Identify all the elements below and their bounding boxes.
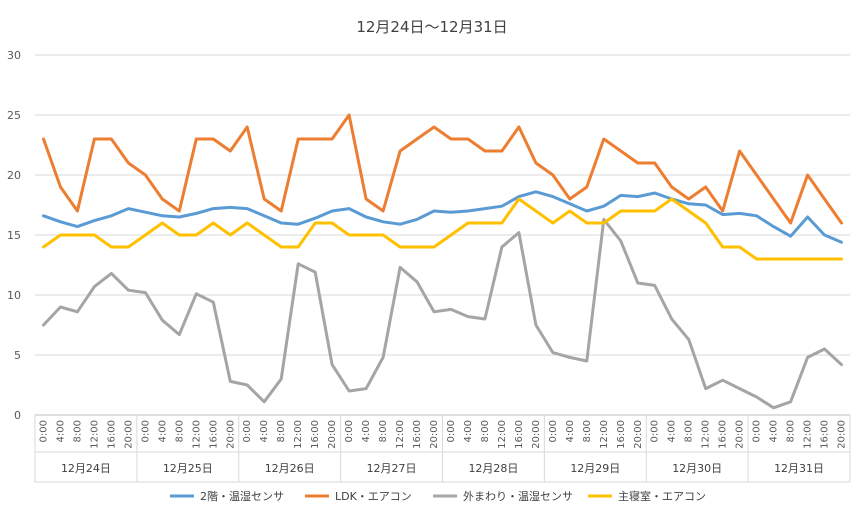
legend-label: LDK・エアコン xyxy=(335,490,412,503)
day-label: 12月28日 xyxy=(468,462,518,475)
x-tick-label: 0:00 xyxy=(38,420,49,442)
series-lines xyxy=(42,113,843,410)
x-tick-label: 12:00 xyxy=(89,420,100,449)
day-label: 12月31日 xyxy=(774,462,824,475)
x-tick-label: 16:00 xyxy=(310,420,321,449)
x-tick-label: 16:00 xyxy=(718,420,729,449)
x-tick-label: 4:00 xyxy=(259,420,270,442)
chart-title: 12月24日～12月31日 xyxy=(356,18,507,36)
x-tick-label: 4:00 xyxy=(463,420,474,442)
x-tick-label: 4:00 xyxy=(565,420,576,442)
legend-label: 主寝室・エアコン xyxy=(618,489,706,503)
series-line xyxy=(42,197,843,261)
day-label: 12月24日 xyxy=(61,462,111,475)
y-tick-label: 0 xyxy=(14,409,21,422)
x-tick-label: 8:00 xyxy=(684,420,695,442)
x-tick-label: 0:00 xyxy=(242,420,253,442)
y-tick-label: 15 xyxy=(7,229,21,242)
x-tick-label: 16:00 xyxy=(106,420,117,449)
x-tick-label: 12:00 xyxy=(395,420,406,449)
x-tick-label: 20:00 xyxy=(633,420,644,449)
y-tick-label: 10 xyxy=(7,289,21,302)
x-tick-label: 8:00 xyxy=(276,420,287,442)
x-tick-label: 16:00 xyxy=(616,420,627,449)
x-tick-label: 4:00 xyxy=(667,420,678,442)
x-tick-label: 8:00 xyxy=(174,420,185,442)
series-line xyxy=(42,190,843,244)
x-tick-label: 0:00 xyxy=(650,420,661,442)
x-tick-label: 8:00 xyxy=(480,420,491,442)
y-tick-label: 25 xyxy=(7,109,21,122)
legend-label: 外まわり・温湿センサ xyxy=(463,490,573,503)
x-tick-label: 4:00 xyxy=(769,420,780,442)
x-tick-label: 0:00 xyxy=(548,420,559,442)
x-tick-label: 0:00 xyxy=(140,420,151,442)
x-tick-label: 0:00 xyxy=(752,420,763,442)
x-tick-label: 4:00 xyxy=(361,420,372,442)
x-tick-label: 20:00 xyxy=(123,420,134,449)
x-tick-label: 20:00 xyxy=(327,420,338,449)
legend-label: 2階・温湿センサ xyxy=(200,489,284,503)
x-axis: 0:00 4:00 8:00 12:00 16:00 20:00 0:00 4:00 8:00 1… xyxy=(34,415,851,483)
x-tick-label: 0:00 xyxy=(446,420,457,442)
y-axis: 0 5 10 15 20 25 30 xyxy=(7,49,21,422)
x-tick-label: 4:00 xyxy=(55,420,66,442)
x-tick-label: 16:00 xyxy=(820,420,831,449)
day-label: 12月29日 xyxy=(570,462,620,475)
y-tick-label: 30 xyxy=(7,49,21,62)
x-tick-label: 0:00 xyxy=(344,420,355,442)
day-label: 12月27日 xyxy=(367,462,417,475)
x-tick-label: 12:00 xyxy=(191,420,202,449)
x-tick-label: 8:00 xyxy=(72,420,83,442)
x-tick-label: 20:00 xyxy=(531,420,542,449)
grid-lines xyxy=(35,54,850,416)
x-tick-label: 20:00 xyxy=(225,420,236,449)
day-label: 12月26日 xyxy=(265,462,315,475)
x-tick-label: 20:00 xyxy=(837,420,848,449)
x-tick-label: 8:00 xyxy=(786,420,797,442)
y-tick-label: 20 xyxy=(7,169,21,182)
x-tick-label: 16:00 xyxy=(514,420,525,449)
day-label: 12月25日 xyxy=(163,462,213,475)
x-tick-label: 20:00 xyxy=(429,420,440,449)
x-tick-label: 12:00 xyxy=(599,420,610,449)
x-tick-label: 12:00 xyxy=(293,420,304,449)
x-tick-label: 20:00 xyxy=(735,420,746,449)
series-line xyxy=(42,217,843,410)
legend: 2階・温湿センサ LDK・エアコン 外まわり・温湿センサ 主寝室・エアコン xyxy=(170,489,706,503)
x-tick-label: 12:00 xyxy=(803,420,814,449)
x-tick-label: 4:00 xyxy=(157,420,168,442)
x-tick-label: 16:00 xyxy=(208,420,219,449)
y-tick-label: 5 xyxy=(14,349,21,362)
day-label: 12月30日 xyxy=(672,462,722,475)
x-tick-label: 8:00 xyxy=(582,420,593,442)
x-tick-label: 8:00 xyxy=(378,420,389,442)
x-tick-label: 16:00 xyxy=(412,420,423,449)
x-tick-label: 12:00 xyxy=(497,420,508,449)
x-tick-label: 12:00 xyxy=(701,420,712,449)
series-line xyxy=(42,113,843,225)
